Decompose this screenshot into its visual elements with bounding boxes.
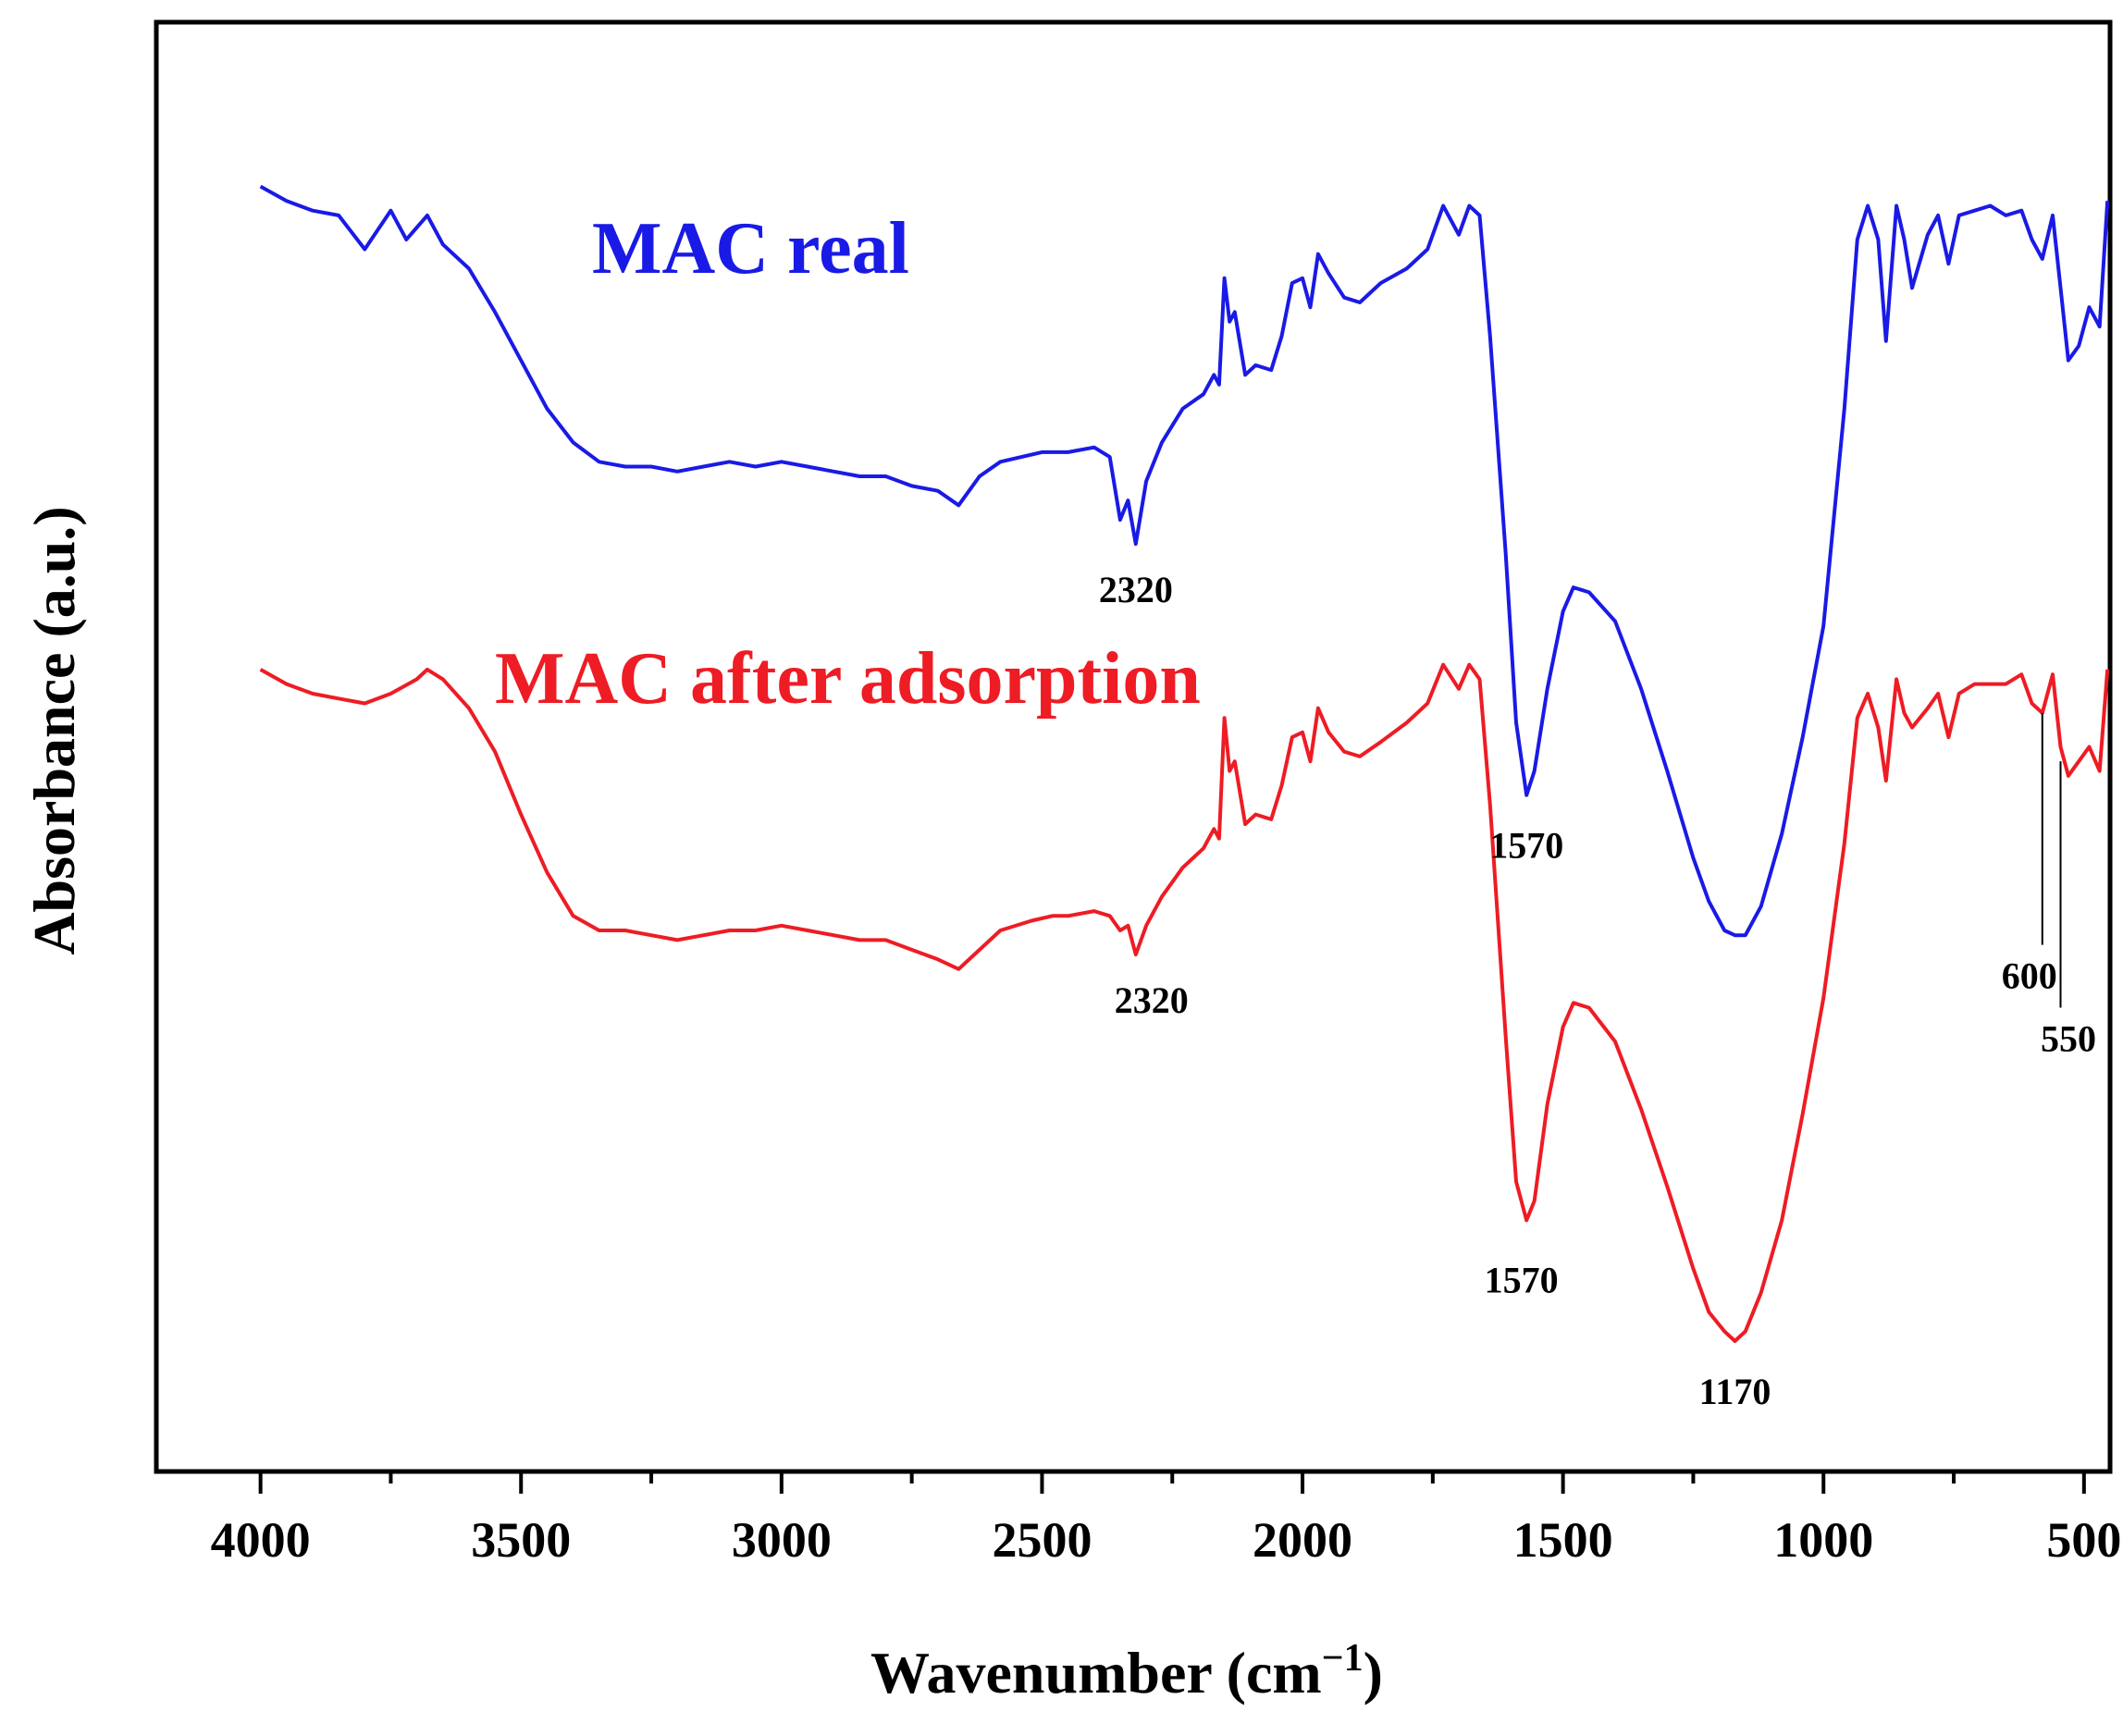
peak-label-1570: 1570 bbox=[1489, 825, 1563, 867]
series-lines bbox=[259, 184, 2110, 1343]
x-tick-label: 1500 bbox=[1513, 1512, 1613, 1568]
leader-lines bbox=[2041, 712, 2062, 1008]
peak-label-1170: 1170 bbox=[1699, 1371, 1771, 1412]
x-tick-label: 1000 bbox=[1773, 1512, 1873, 1568]
x-tick-label: 2500 bbox=[992, 1512, 1092, 1568]
x-axis-tick-labels: 4000 3500 3000 2500 2000 1500 1000 500 bbox=[211, 1512, 2122, 1568]
legend-label-mac-real: MAC real bbox=[592, 208, 909, 289]
x-tick-label: 4000 bbox=[211, 1512, 311, 1568]
peak-label-1570: 1570 bbox=[1485, 1260, 1559, 1301]
x-axis-title: Wavenumber (cm−1) bbox=[870, 1637, 1383, 1705]
x-tick-label: 2000 bbox=[1253, 1512, 1352, 1568]
y-axis-title: Absorbance (a.u.) bbox=[21, 506, 87, 954]
x-axis-ticks bbox=[258, 1471, 2086, 1494]
x-tick-label: 3000 bbox=[732, 1512, 832, 1568]
plot-frame bbox=[154, 19, 2113, 1474]
peak-label-550: 550 bbox=[2041, 1018, 2096, 1060]
x-tick-label: 3500 bbox=[471, 1512, 571, 1568]
peak-label-2320: 2320 bbox=[1099, 569, 1173, 610]
x-tick-label: 500 bbox=[2046, 1512, 2121, 1568]
series-line-mac-after-adsorption bbox=[259, 662, 2110, 1343]
series-line-mac-real bbox=[259, 184, 2110, 938]
peak-label-600: 600 bbox=[2002, 955, 2057, 997]
legend-label-mac-after-adsorption: MAC after adsorption bbox=[495, 638, 1201, 720]
peak-annotations: 2320 1570 2320 1570 1170 600 550 bbox=[1099, 569, 2096, 1412]
peak-label-2320: 2320 bbox=[1115, 979, 1189, 1021]
